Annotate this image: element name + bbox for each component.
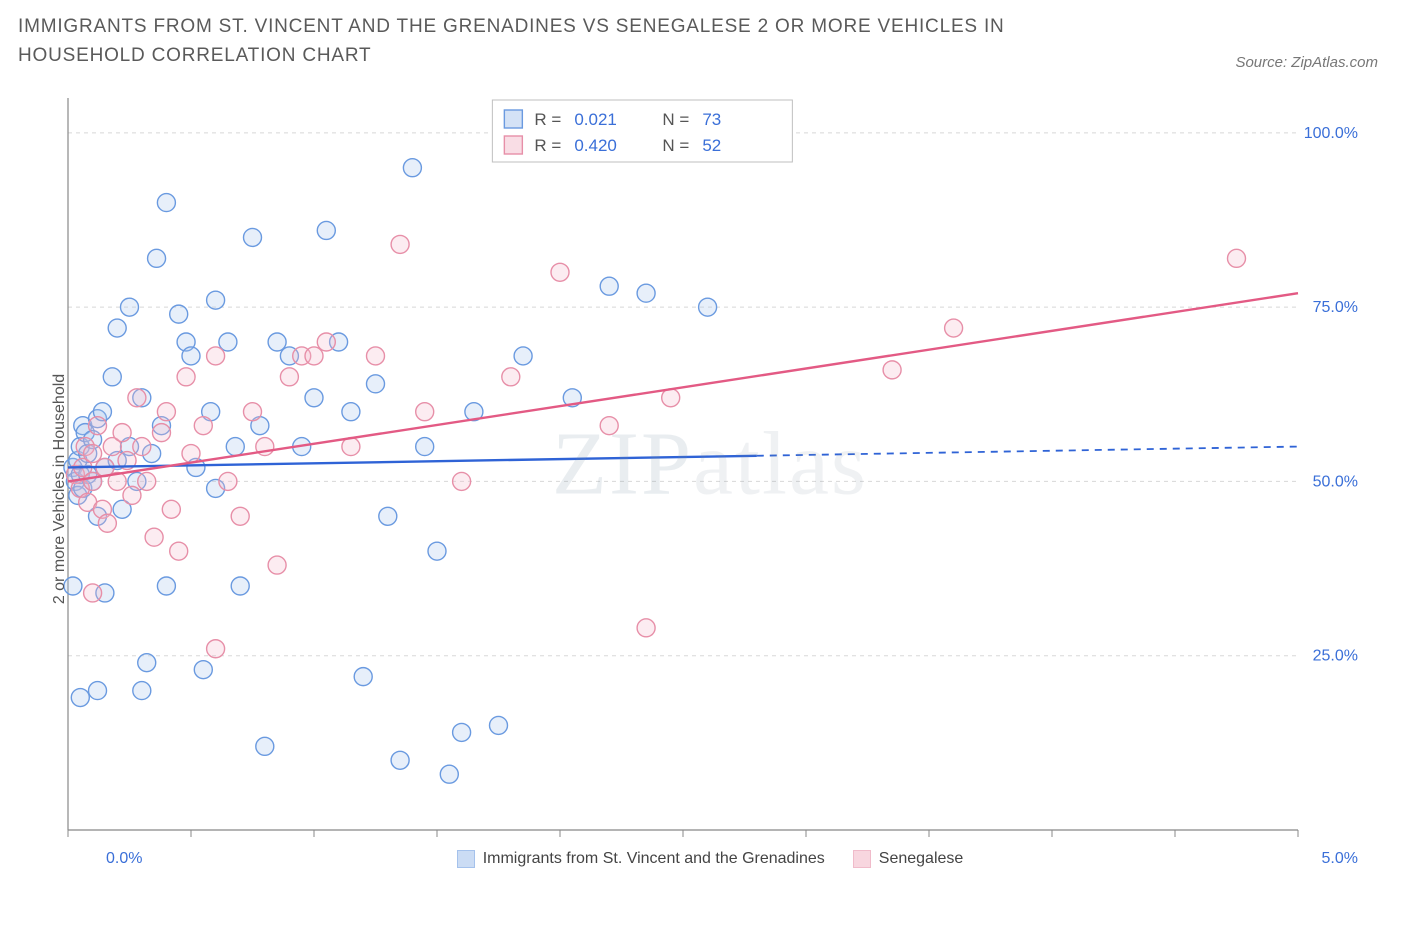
legend-swatch [853,850,871,868]
svg-text:52: 52 [702,136,721,155]
legend-item: Immigrants from St. Vincent and the Gren… [457,850,825,868]
svg-text:R =: R = [534,136,561,155]
legend-label: Senegalese [879,850,964,868]
svg-text:25.0%: 25.0% [1313,648,1358,665]
svg-text:0.021: 0.021 [574,110,617,129]
scatter-plot: 25.0% 50.0% 75.0% 100.0% R = 0.021 N = 73 R = 0.4… [50,90,1370,870]
svg-text:N =: N = [662,136,689,155]
svg-text:N =: N = [662,110,689,129]
chart-area: 2 or more Vehicles in Household 25.0% 50.… [50,90,1370,870]
svg-text:75.0%: 75.0% [1313,299,1358,316]
svg-text:0.420: 0.420 [574,136,617,155]
svg-text:R =: R = [534,110,561,129]
svg-text:73: 73 [702,110,721,129]
bottom-legend: Immigrants from St. Vincent and the Gren… [50,850,1370,868]
legend-swatch [457,850,475,868]
y-axis-label: 2 or more Vehicles in Household [51,374,69,604]
svg-text:50.0%: 50.0% [1313,473,1358,490]
svg-text:100.0%: 100.0% [1304,125,1358,142]
legend-item: Senegalese [853,850,964,868]
source-label: Source: ZipAtlas.com [1235,54,1378,71]
legend-label: Immigrants from St. Vincent and the Gren… [483,850,825,868]
chart-title: IMMIGRANTS FROM ST. VINCENT AND THE GREN… [18,12,1138,71]
